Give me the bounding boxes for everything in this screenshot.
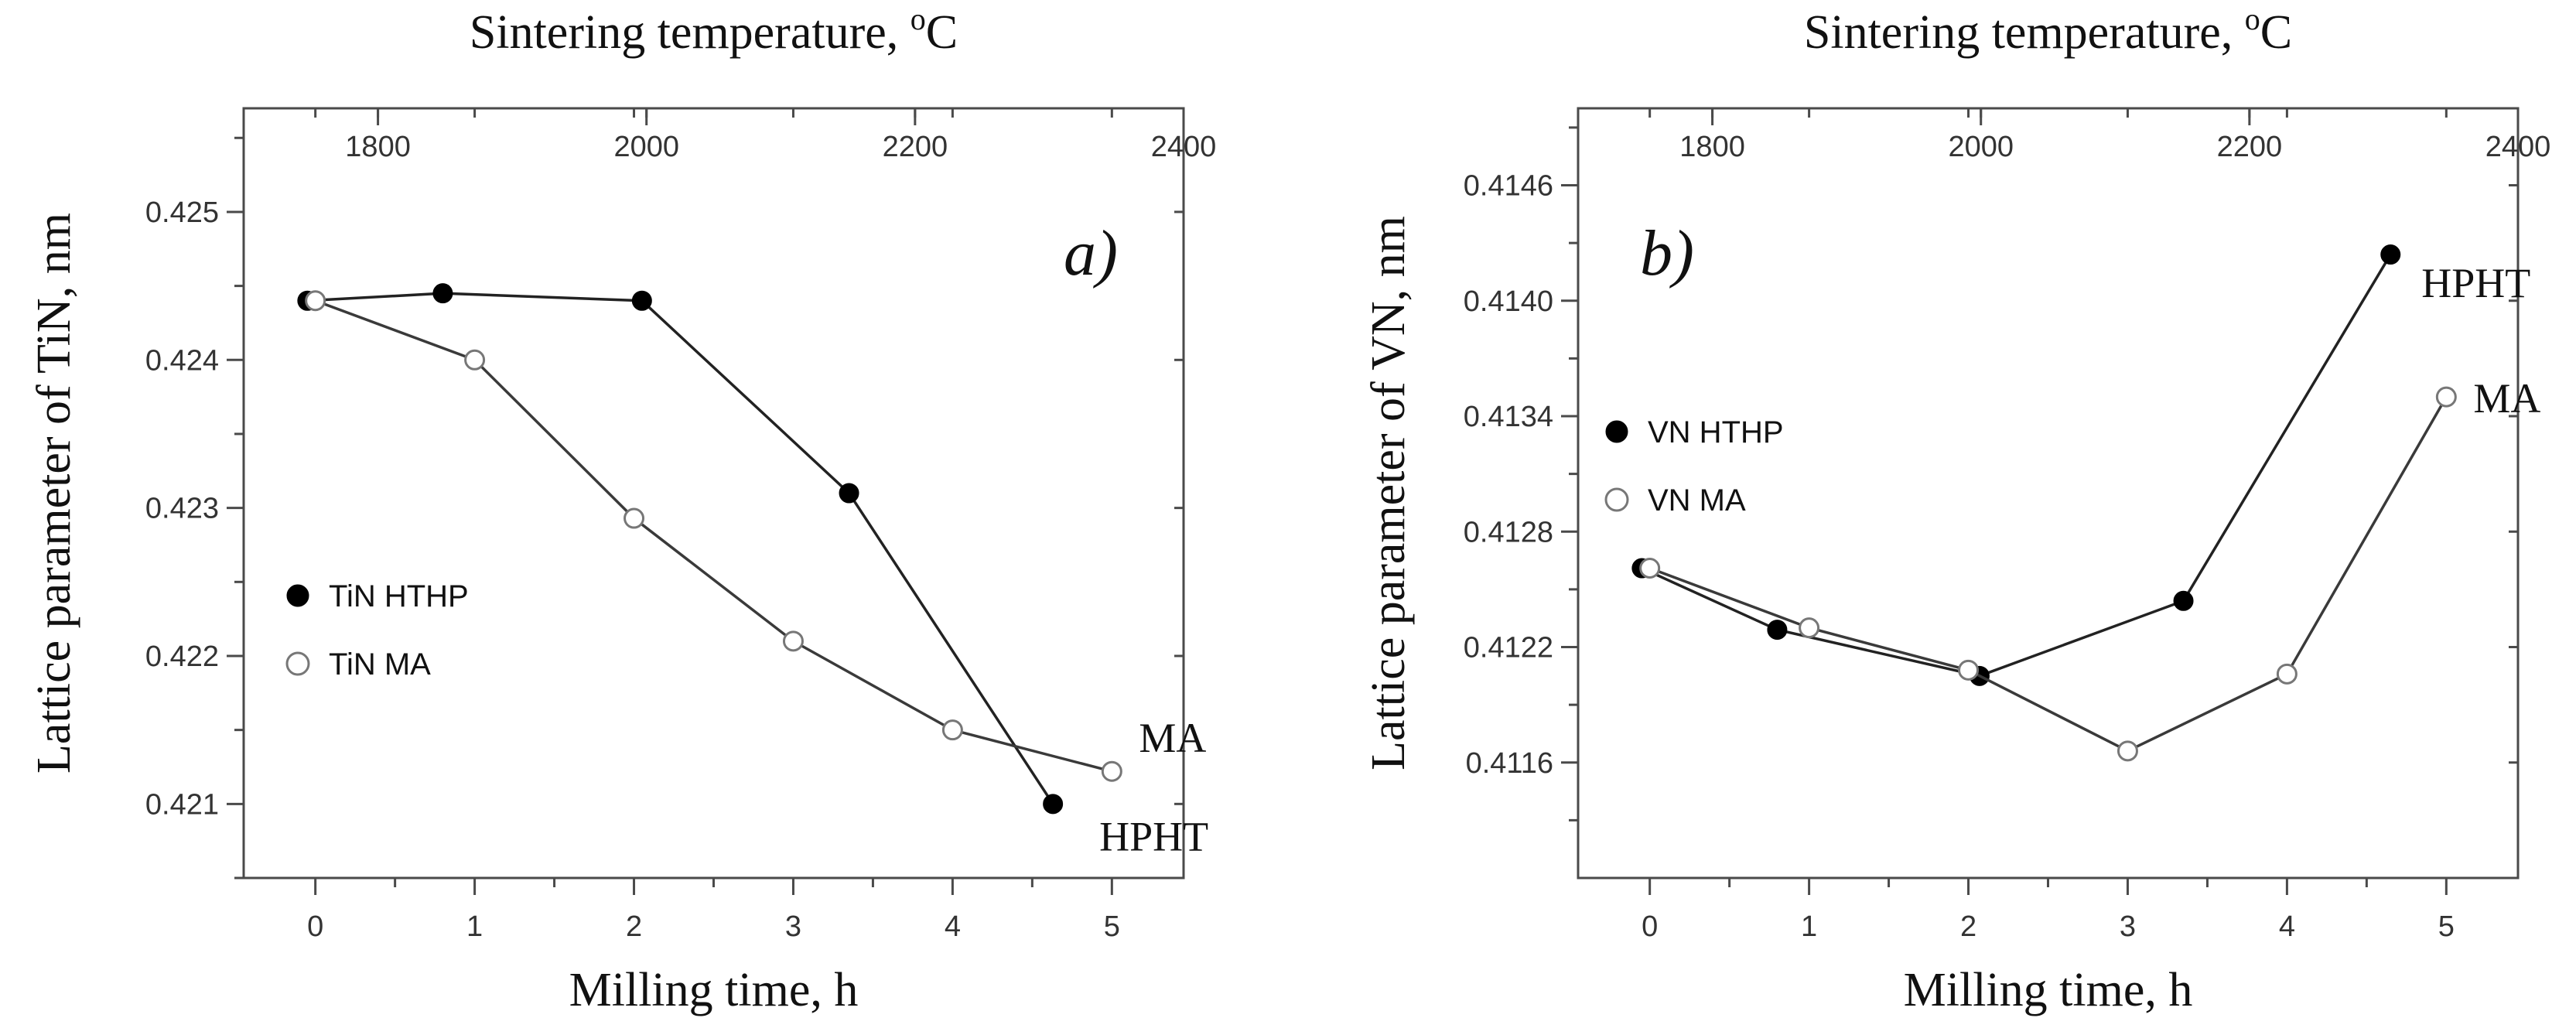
top-tick-label: 1800 bbox=[345, 131, 411, 163]
x-tick-label: 1 bbox=[1801, 910, 1817, 943]
chart-panel-2: 0 1 2 3 4 5 1800 2000 2200 2400 0.4116 0.4122 0.4128… bbox=[1362, 2, 2550, 1016]
data-point bbox=[1958, 659, 1980, 681]
data-point bbox=[2276, 663, 2298, 685]
series-end-label: HPHT bbox=[2421, 260, 2530, 306]
y-tick-label: 0.4122 bbox=[1464, 632, 1553, 664]
x-tick-label: 3 bbox=[2120, 910, 2136, 943]
x-tick-label: 5 bbox=[2438, 910, 2455, 943]
plot-frame bbox=[242, 107, 1185, 880]
top-tick-label: 2000 bbox=[1948, 131, 2014, 163]
x-tick-label: 5 bbox=[1104, 910, 1120, 943]
legend-label: TiN HTHP bbox=[329, 579, 469, 613]
degree-superscript: o bbox=[2245, 2, 2260, 36]
y-tick-label: 0.4128 bbox=[1464, 516, 1553, 548]
y-tick-label: 0.4146 bbox=[1464, 170, 1553, 203]
series-line bbox=[307, 292, 1054, 805]
degree-superscript: o bbox=[910, 2, 926, 36]
data-point bbox=[305, 290, 326, 312]
top-axis-title: Sintering temperature, oC bbox=[470, 2, 958, 59]
data-point bbox=[624, 507, 645, 529]
series-tin-hthp: HPHT bbox=[297, 283, 1208, 859]
data-point bbox=[2116, 740, 2138, 762]
series-line bbox=[1641, 254, 2392, 678]
y-tick-label: 0.421 bbox=[145, 788, 219, 821]
panel-label: a) bbox=[1064, 217, 1118, 289]
data-point bbox=[2173, 590, 2194, 611]
top-tick-label: 1800 bbox=[1679, 131, 1745, 163]
data-point bbox=[2380, 244, 2401, 265]
top-tick-label: 2000 bbox=[613, 131, 679, 163]
legend-label: TiN MA bbox=[329, 647, 431, 681]
series-end-label: MA bbox=[1139, 715, 1206, 761]
x-tick-label: 0 bbox=[1642, 910, 1658, 943]
y-tick-label: 0.425 bbox=[145, 196, 219, 229]
series-vn-ma: MA bbox=[1639, 375, 2540, 762]
series-end-label: HPHT bbox=[1099, 813, 1208, 859]
top-axis-title-main: Sintering temperature, bbox=[470, 6, 910, 59]
series-tin-ma: MA bbox=[305, 290, 1206, 782]
data-point bbox=[631, 290, 652, 311]
data-point bbox=[839, 483, 859, 504]
legend-label: VN MA bbox=[1648, 483, 1746, 518]
data-point bbox=[2435, 386, 2457, 408]
data-point bbox=[1767, 620, 1788, 640]
x-tick-label: 1 bbox=[466, 910, 483, 943]
top-axis-title: Sintering temperature, oC bbox=[1804, 2, 2292, 59]
data-point bbox=[1101, 760, 1122, 782]
top-tick-label: 2400 bbox=[1151, 131, 1217, 163]
legend: VN HTHP VN MA bbox=[1604, 415, 1784, 518]
top-tick-label: 2200 bbox=[883, 131, 948, 163]
y-tick-label: 0.422 bbox=[145, 640, 219, 673]
x-axis-title: Milling time, h bbox=[1904, 964, 2193, 1016]
y-tick-label: 0.4140 bbox=[1464, 285, 1553, 318]
data-point bbox=[432, 283, 453, 304]
x-tick-label: 0 bbox=[307, 910, 323, 943]
data-point bbox=[1799, 617, 1820, 639]
x-tick-label: 4 bbox=[945, 910, 961, 943]
x-tick-label: 3 bbox=[785, 910, 801, 943]
data-point bbox=[464, 349, 486, 371]
chart-panel-1: 0 1 2 3 4 5 1800 2000 2200 2400 0.421 0.422 0.423 0.4… bbox=[28, 2, 1216, 1016]
top-tick-label: 2200 bbox=[2217, 131, 2283, 163]
panel-label: b) bbox=[1640, 217, 1694, 289]
x-tick-label: 4 bbox=[2279, 910, 2295, 943]
legend-marker bbox=[285, 651, 310, 676]
series-line bbox=[315, 299, 1112, 773]
x-tick-label: 2 bbox=[1960, 910, 1976, 943]
series-end-label: MA bbox=[2473, 375, 2540, 422]
data-point bbox=[1639, 558, 1661, 579]
legend-marker bbox=[286, 584, 309, 607]
y-tick-label: 0.424 bbox=[145, 344, 219, 377]
legend-marker bbox=[1605, 420, 1628, 443]
top-axis-title-unit: C bbox=[2260, 6, 2292, 59]
legend: TiN HTHP TiN MA bbox=[285, 579, 469, 681]
y-tick-label: 0.4134 bbox=[1464, 401, 1553, 433]
y-axis-title: Lattice parameter of TiN, nm bbox=[28, 213, 80, 774]
top-axis-title-main: Sintering temperature, bbox=[1804, 6, 2245, 59]
legend-label: VN HTHP bbox=[1648, 415, 1784, 449]
series-line bbox=[1649, 396, 2448, 753]
legend-marker bbox=[1604, 487, 1629, 512]
data-point bbox=[941, 719, 963, 741]
y-tick-label: 0.423 bbox=[145, 493, 219, 525]
y-tick-label: 0.4116 bbox=[1466, 747, 1553, 780]
x-tick-label: 2 bbox=[626, 910, 642, 943]
x-axis-title: Milling time, h bbox=[569, 964, 859, 1016]
top-axis-title-unit: C bbox=[926, 6, 958, 59]
top-tick-label: 2400 bbox=[2485, 131, 2551, 163]
y-axis-title: Lattice parameter of VN, nm bbox=[1362, 216, 1415, 770]
series-vn-hthp: HPHT bbox=[1631, 244, 2530, 686]
data-point bbox=[782, 630, 804, 652]
data-point bbox=[1043, 794, 1064, 815]
